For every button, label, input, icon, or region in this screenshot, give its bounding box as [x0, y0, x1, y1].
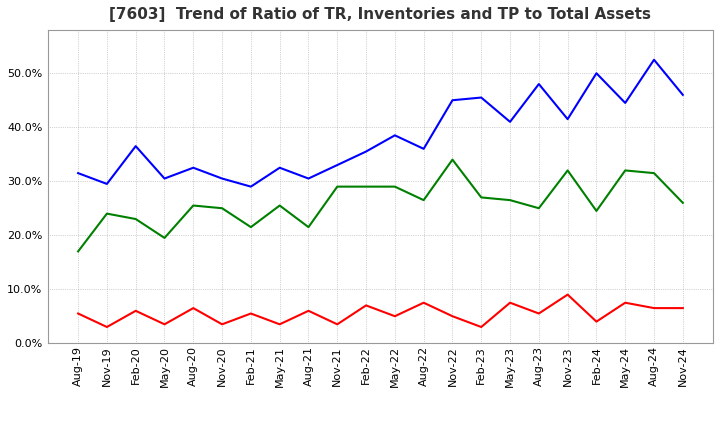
Line: Inventories: Inventories [78, 60, 683, 187]
Trade Payables [131, 216, 140, 222]
Inventories [448, 98, 456, 103]
Inventories [678, 92, 687, 98]
Trade Receivables [361, 303, 370, 308]
Trade Receivables [592, 319, 600, 324]
Trade Payables [189, 203, 197, 208]
Inventories [333, 162, 341, 168]
Trade Receivables [390, 314, 399, 319]
Inventories [419, 146, 428, 151]
Trade Payables [621, 168, 629, 173]
Trade Receivables [189, 305, 197, 311]
Trade Payables [649, 170, 658, 176]
Inventories [73, 170, 82, 176]
Trade Receivables [448, 314, 456, 319]
Trade Payables [419, 198, 428, 203]
Inventories [534, 81, 543, 87]
Trade Payables [448, 157, 456, 162]
Trade Payables [304, 224, 312, 230]
Trade Receivables [246, 311, 255, 316]
Trade Payables [246, 224, 255, 230]
Trade Payables [390, 184, 399, 189]
Inventories [505, 119, 514, 125]
Trade Receivables [505, 300, 514, 305]
Trade Payables [217, 205, 226, 211]
Trade Receivables [678, 305, 687, 311]
Trade Payables [361, 184, 370, 189]
Trade Receivables [419, 300, 428, 305]
Trade Payables [534, 205, 543, 211]
Trade Payables [102, 211, 111, 216]
Trade Payables [73, 249, 82, 254]
Trade Payables [477, 195, 485, 200]
Trade Payables [505, 198, 514, 203]
Trade Receivables [621, 300, 629, 305]
Title: [7603]  Trend of Ratio of TR, Inventories and TP to Total Assets: [7603] Trend of Ratio of TR, Inventories… [109, 7, 652, 22]
Trade Payables [333, 184, 341, 189]
Inventories [361, 149, 370, 154]
Trade Receivables [217, 322, 226, 327]
Inventories [160, 176, 168, 181]
Inventories [275, 165, 284, 170]
Trade Payables [275, 203, 284, 208]
Inventories [131, 143, 140, 149]
Inventories [217, 176, 226, 181]
Inventories [304, 176, 312, 181]
Inventories [477, 95, 485, 100]
Inventories [246, 184, 255, 189]
Trade Receivables [160, 322, 168, 327]
Inventories [390, 133, 399, 138]
Trade Receivables [304, 308, 312, 313]
Trade Receivables [477, 324, 485, 330]
Inventories [649, 57, 658, 62]
Trade Payables [563, 168, 572, 173]
Inventories [621, 100, 629, 106]
Inventories [592, 70, 600, 76]
Inventories [102, 181, 111, 187]
Trade Receivables [73, 311, 82, 316]
Trade Payables [678, 200, 687, 205]
Trade Receivables [275, 322, 284, 327]
Trade Receivables [131, 308, 140, 313]
Trade Receivables [534, 311, 543, 316]
Trade Receivables [102, 324, 111, 330]
Trade Receivables [563, 292, 572, 297]
Trade Payables [160, 235, 168, 241]
Line: Trade Receivables: Trade Receivables [78, 295, 683, 327]
Line: Trade Payables: Trade Payables [78, 160, 683, 251]
Inventories [189, 165, 197, 170]
Trade Payables [592, 208, 600, 213]
Trade Receivables [333, 322, 341, 327]
Trade Receivables [649, 305, 658, 311]
Inventories [563, 117, 572, 122]
